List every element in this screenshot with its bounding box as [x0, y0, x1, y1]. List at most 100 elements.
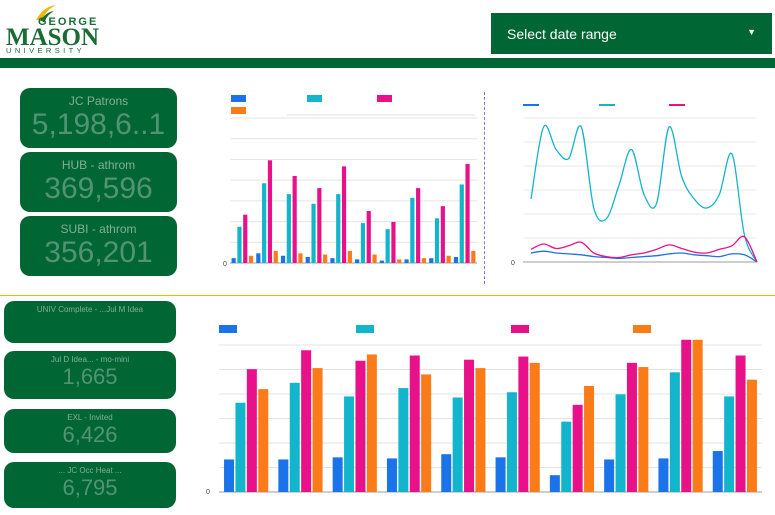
y-tick-label: 0: [206, 489, 210, 496]
kpi-label: ... JC Occ Heat ...: [58, 466, 122, 475]
logo-flame-icon: [36, 5, 56, 21]
date-range-label: Select date range: [507, 25, 617, 42]
bar-teal: [410, 197, 415, 263]
bar-blue: [658, 458, 669, 492]
bar-pink: [440, 206, 445, 263]
bar-blue: [604, 459, 615, 492]
bar-blue: [280, 255, 286, 263]
chart-divider: [484, 92, 485, 284]
bar-blue: [305, 256, 310, 263]
bar-teal: [615, 394, 626, 492]
bar-teal: [434, 218, 440, 263]
kpi-card-subi: SUBI - athrom 356,201: [20, 216, 177, 276]
bar-orange: [471, 250, 476, 263]
chart-bars: [231, 160, 476, 263]
kpi-card-hub: HUB - athrom 369,596: [20, 152, 177, 212]
bar-orange: [421, 374, 432, 492]
bar-pink: [518, 356, 529, 492]
bar-orange: [347, 250, 352, 263]
bar-orange: [372, 254, 377, 263]
bar-blue: [404, 259, 409, 263]
kpi-label: EXL - Invited: [67, 413, 113, 422]
bar-teal: [262, 183, 267, 263]
bar-teal: [237, 226, 242, 263]
bar-teal: [452, 397, 463, 492]
bar-blue: [441, 454, 452, 492]
kpi-value: 6,426: [62, 422, 118, 447]
bar-teal: [336, 194, 341, 263]
kpi-card-exl: EXL - Invited 6,426: [4, 409, 176, 453]
bar-orange: [446, 255, 451, 263]
legend-swatch-teal: [356, 325, 374, 333]
chart-legend: [231, 95, 475, 116]
kpi-value: 369,596: [44, 172, 153, 205]
bar-pink: [464, 359, 475, 492]
kpi-value: 356,201: [44, 236, 153, 269]
gmu-logo: [4, 4, 100, 54]
bar-orange: [323, 254, 328, 263]
bar-blue: [330, 258, 335, 263]
bar-blue: [231, 258, 236, 263]
bar-pink: [626, 362, 637, 492]
kpi-card-jul: Jul D Idea... - mo-mini 1,665: [4, 351, 176, 399]
bar-orange: [746, 379, 757, 492]
bar-teal: [506, 392, 517, 492]
chart-legend: [219, 325, 651, 333]
bar-teal: [669, 372, 680, 492]
line-chart-top: 0: [511, 104, 758, 267]
bar-orange: [584, 385, 595, 492]
bar-blue: [386, 458, 397, 492]
bar-pink: [243, 214, 248, 263]
bar-pink: [681, 339, 692, 492]
bar-teal: [360, 223, 366, 263]
logo-mason-text: MASON: [6, 24, 100, 51]
bar-teal: [286, 194, 291, 263]
bar-blue: [278, 459, 289, 492]
kpi-label: UNIV Complete - ...Jul M Idea: [36, 305, 144, 314]
bar-pink: [301, 350, 312, 492]
legend-swatch-pink: [377, 95, 392, 102]
bar-orange: [273, 250, 278, 263]
logo-george-text: GEORGE: [38, 16, 99, 28]
bar-blue: [549, 475, 560, 492]
kpi-label: SUBI - athrom: [60, 222, 137, 236]
bar-pink: [409, 355, 420, 492]
header-band: [0, 58, 775, 68]
bar-pink: [341, 166, 347, 263]
bar-orange: [692, 339, 703, 492]
section-divider: [0, 295, 775, 296]
logo-university-text: UNIVERSITY: [6, 46, 86, 55]
bar-pink: [366, 211, 371, 263]
legend-swatch-blue: [219, 325, 237, 333]
kpi-card-occ: ... JC Occ Heat ... 6,795: [4, 462, 176, 508]
bar-teal: [344, 396, 355, 492]
bar-orange: [397, 259, 402, 263]
bar-teal: [311, 203, 316, 263]
legend-swatch-teal: [307, 95, 322, 102]
bar-pink: [391, 221, 396, 263]
chart-bars: [224, 339, 757, 492]
bar-blue: [712, 451, 723, 492]
dropdown-caret-icon: ▼: [747, 27, 756, 37]
date-range-select[interactable]: Select date range ▼: [491, 13, 772, 54]
kpi-label: Jul D Idea... - mo-mini: [50, 355, 130, 364]
bar-blue: [495, 457, 506, 492]
bar-chart-bottom: 0: [206, 325, 762, 496]
line-series-teal: [530, 124, 758, 263]
bar-teal: [561, 421, 572, 492]
kpi-card-jc-patrons: JC Patrons 5,198,6..1: [20, 88, 177, 148]
bar-blue: [429, 258, 434, 263]
kpi-label: JC Patrons: [68, 94, 129, 108]
bar-teal: [235, 402, 246, 492]
bar-blue: [256, 253, 261, 263]
bar-orange: [529, 362, 540, 492]
bar-teal: [724, 396, 735, 492]
bar-blue: [379, 260, 384, 263]
kpi-label: HUB - athrom: [61, 158, 136, 172]
bar-pink: [267, 160, 273, 263]
bar-teal: [398, 388, 409, 492]
bar-teal: [459, 184, 464, 263]
bar-blue: [332, 457, 343, 492]
bar-orange: [475, 368, 486, 492]
chart-grid: [219, 344, 762, 493]
